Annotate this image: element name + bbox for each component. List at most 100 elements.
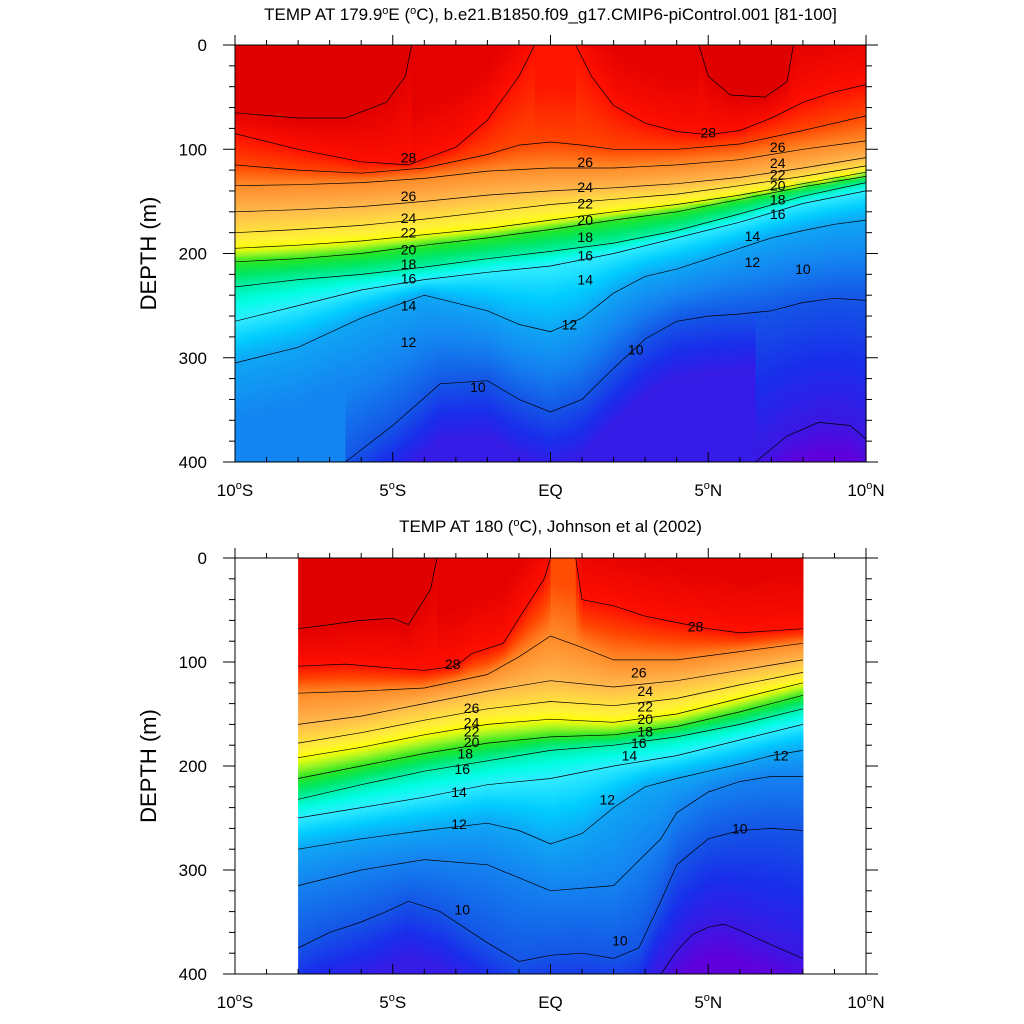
- x-tick-number: 10: [217, 993, 236, 1012]
- x-axis: 10oS 5oS EQ 5oN 10oN: [217, 548, 885, 1012]
- contour-label: 22: [577, 196, 593, 212]
- contour-label: 20: [464, 734, 480, 750]
- contour-label: 16: [454, 761, 470, 777]
- x-tick-hemisphere: S: [242, 993, 253, 1012]
- isotherm-lines: [234, 44, 867, 463]
- x-tick-label: 10oN: [847, 992, 884, 1012]
- contour-label: 20: [577, 212, 593, 228]
- y-tick-label: 0: [198, 36, 207, 55]
- y-axis: 0 100 200 300 400: [179, 36, 878, 472]
- isotherm-14: [298, 724, 803, 819]
- x-tick-label: 5oN: [694, 992, 722, 1012]
- x-tick-number: 10: [217, 481, 236, 500]
- isotherm-22: [234, 165, 867, 234]
- contour-label: 14: [451, 784, 467, 800]
- degree-mark: o: [704, 992, 710, 1004]
- y-tick-label: 300: [179, 861, 207, 880]
- isotherm-28: [298, 557, 551, 671]
- x-tick-number: EQ: [538, 481, 563, 500]
- contour-label: 18: [637, 724, 653, 740]
- x-tick-number: 5: [379, 481, 388, 500]
- x-tick-hemisphere: N: [872, 481, 884, 500]
- contour-label: 16: [401, 271, 417, 287]
- isotherm-28: [234, 44, 536, 166]
- x-tick-hemisphere: N: [710, 481, 722, 500]
- contour-label: 28: [701, 125, 717, 141]
- contour-label: 10: [628, 341, 644, 357]
- x-tick-number: EQ: [538, 993, 563, 1012]
- x-axis: 10oS 5oS EQ 5oN 10oN: [217, 35, 885, 500]
- isotherm-18: [298, 694, 803, 779]
- y-tick-label: 400: [179, 965, 207, 984]
- contour-label: 12: [745, 254, 761, 270]
- isotherm-24: [298, 659, 803, 725]
- degree-mark: o: [382, 5, 388, 17]
- x-tick-label: EQ: [538, 993, 563, 1012]
- contour-label: 26: [770, 139, 786, 155]
- isotherm-24: [234, 157, 867, 213]
- x-tick-label: 10oN: [847, 480, 884, 500]
- contour-label: 14: [401, 298, 417, 314]
- degree-mark: o: [389, 480, 395, 492]
- contour-labels: 2826242220181614121026242220181614121028…: [401, 125, 811, 395]
- x-tick-label: 5oS: [379, 480, 406, 500]
- chart-title: TEMP AT 180 (oC), Johnson et al (2002): [399, 517, 702, 536]
- contour-label: 18: [577, 229, 593, 245]
- isotherm-14: [234, 190, 867, 322]
- degree-mark: o: [236, 992, 242, 1004]
- contour-label: 26: [401, 188, 417, 204]
- temperature-field: [298, 558, 804, 974]
- isotherm-12: [298, 750, 803, 850]
- contour-label: 10: [470, 379, 486, 395]
- isotherm-9: [755, 422, 867, 463]
- contour-label: 16: [770, 206, 786, 222]
- contour-label: 18: [401, 256, 417, 272]
- x-tick-number: 5: [694, 993, 703, 1012]
- isotherm-28: [575, 44, 867, 136]
- panel-observations: 2826242220181614121028262422201816141210…: [136, 517, 885, 1012]
- isotherm-10: [297, 828, 803, 962]
- title-text: E (: [388, 5, 410, 24]
- x-tick-hemisphere: S: [242, 481, 253, 500]
- contour-label: 14: [577, 272, 593, 288]
- degree-mark: o: [389, 992, 395, 1004]
- x-tick-hemisphere: N: [710, 993, 722, 1012]
- degree-mark: o: [866, 480, 872, 492]
- isotherm-11: [298, 776, 803, 892]
- y-tick-label: 100: [179, 653, 207, 672]
- contour-label: 24: [637, 683, 653, 699]
- x-tick-label: 5oS: [379, 992, 406, 1012]
- isotherm-26: [234, 140, 867, 187]
- contour-label: 24: [770, 155, 786, 171]
- x-tick-hemisphere: S: [395, 993, 406, 1012]
- x-tick-label: 10oS: [217, 480, 253, 500]
- y-axis-title: DEPTH (m): [136, 709, 161, 823]
- isotherm-22: [298, 672, 803, 744]
- contour-label: 24: [577, 179, 593, 195]
- x-tick-hemisphere: N: [872, 993, 884, 1012]
- temperature-field: [235, 45, 867, 462]
- isotherm-29: [698, 44, 794, 98]
- y-axis: 0 100 200 300 400: [179, 549, 878, 984]
- x-tick-number: 10: [847, 993, 866, 1012]
- isotherm-20: [234, 171, 867, 249]
- contour-label: 10: [795, 261, 811, 277]
- degree-mark: o: [513, 517, 519, 529]
- x-tick-number: 5: [379, 993, 388, 1012]
- contour-label: 12: [451, 816, 467, 832]
- y-tick-label: 200: [179, 757, 207, 776]
- contour-label: 22: [401, 225, 417, 241]
- contour-label: 16: [577, 248, 593, 264]
- degree-mark: o: [236, 480, 242, 492]
- y-tick-label: 200: [179, 245, 207, 264]
- title-text: C), Johnson et al (2002): [520, 517, 702, 536]
- isotherm-28: [575, 557, 803, 634]
- contour-label: 24: [401, 210, 417, 226]
- contour-label: 22: [637, 699, 653, 715]
- isotherm-29: [234, 44, 413, 119]
- contour-label: 28: [445, 656, 461, 672]
- title-text: TEMP AT 179.9: [264, 5, 382, 24]
- isotherm-27: [234, 115, 867, 174]
- isotherm-16: [234, 182, 867, 288]
- x-tick-number: 10: [847, 481, 866, 500]
